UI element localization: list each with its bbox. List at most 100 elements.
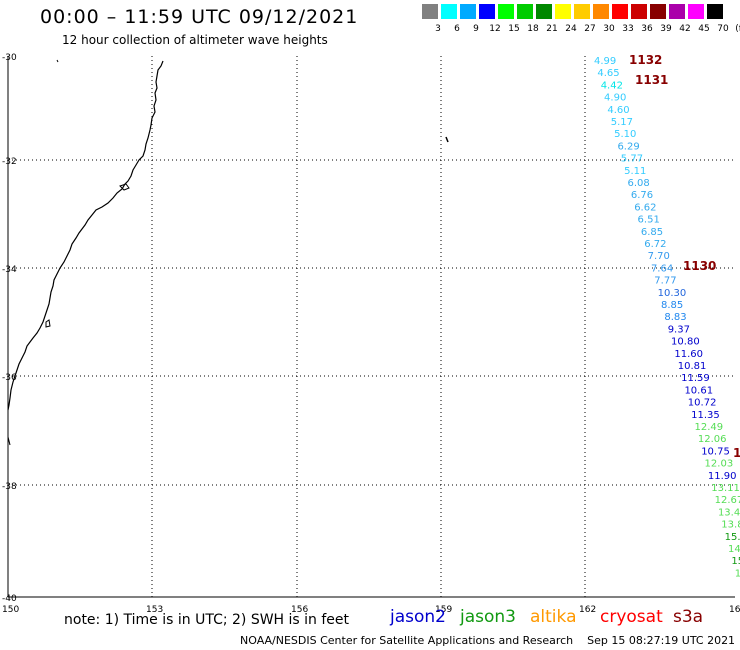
credit-org: NOAA/NESDIS Center for Satellite Applica…: [240, 634, 574, 647]
color-scale-swatch: [555, 4, 571, 19]
wave-height-value: 11.90: [708, 471, 737, 482]
latitude-label: -36: [2, 373, 17, 383]
color-scale-label: 21: [546, 24, 558, 34]
color-scale-label: 15: [508, 24, 520, 34]
satellite-legend-cryosat: cryosat: [600, 607, 663, 627]
wave-height-value: 8.85: [661, 300, 683, 311]
color-scale-swatch: [688, 4, 704, 19]
credit-timestamp: Sep 15 08:27:19 UTC 2021: [587, 634, 736, 647]
wave-height-value: 5.77: [621, 154, 643, 165]
wave-height-value: 5.17: [611, 117, 633, 128]
color-scale-swatch: [479, 4, 495, 19]
wave-height-value: 6.72: [644, 239, 666, 250]
longitude-label: 162: [579, 605, 596, 615]
color-scale-label: 3: [435, 24, 441, 34]
wave-height-value: 12.67: [715, 495, 740, 506]
longitude-label: 159: [435, 605, 452, 615]
pass-time-label: 1131: [635, 73, 668, 87]
island-mark: [445, 136, 449, 143]
wave-height-value: 6.51: [638, 215, 660, 226]
color-scale-swatch: [612, 4, 628, 19]
color-scale-label: 6: [454, 24, 460, 34]
wave-height-value: 10.61: [684, 385, 713, 396]
color-scale-swatch: [498, 4, 514, 19]
wave-height-value: 8.83: [664, 312, 686, 323]
latitude-label: -40: [2, 594, 17, 604]
wave-height-value: 6.76: [631, 190, 653, 201]
wave-height-value: 10.80: [671, 337, 700, 348]
wave-height-value: 4.42: [601, 80, 623, 91]
wave-height-value: 14: [735, 568, 740, 579]
satellite-legend-s3a: s3a: [673, 607, 704, 627]
wave-height-value: 13.48: [718, 507, 740, 518]
wave-height-value: 11.59: [681, 373, 710, 384]
pass-time-label: 1130: [683, 259, 716, 273]
color-scale-label: 39: [660, 24, 672, 34]
wave-height-value: 6.08: [628, 178, 650, 189]
wave-height-value: 12.06: [698, 434, 727, 445]
latitude-label: -30: [2, 53, 17, 63]
wave-height-value: 15.2: [725, 532, 740, 543]
latitude-label: -38: [2, 482, 17, 492]
color-scale-label: 27: [584, 24, 596, 34]
color-scale-swatch: [441, 4, 457, 19]
longitude-label: 150: [2, 605, 19, 615]
wave-height-value: 10.75: [701, 446, 730, 457]
wave-height-value: 15: [731, 556, 740, 567]
color-scale-swatch: [460, 4, 476, 19]
page-subtitle: 12 hour collection of altimeter wave hei…: [62, 33, 328, 47]
longitude-label: 153: [146, 605, 163, 615]
pass-time-label: 1132: [629, 53, 662, 67]
color-scale-swatch: [574, 4, 590, 19]
color-scale-swatch: [593, 4, 609, 19]
wave-height-value: 7.64: [651, 263, 673, 274]
satellite-legend-altika: altika: [530, 607, 577, 627]
wave-height-value: 13.11: [711, 483, 740, 494]
color-scale-swatch: [707, 4, 723, 19]
color-scale-swatch: [650, 4, 666, 19]
wave-height-readings: 4.994.654.42 4.904.605.175.106.29 5.775.11…: [594, 53, 740, 579]
color-scale-swatch: [422, 4, 438, 19]
wave-height-value: 4.90: [604, 93, 626, 104]
color-scale-label: 45: [698, 24, 710, 34]
wave-height-value: 4.99: [594, 56, 616, 67]
coastline-fragment: [7, 436, 11, 446]
wave-height-value: 7.77: [654, 276, 676, 287]
pass-time-label: 1: [733, 446, 740, 460]
color-scale-label: 18: [527, 24, 539, 34]
wave-height-value: 10.72: [688, 398, 717, 409]
wave-height-value: 12.49: [695, 422, 724, 433]
coastline: [7, 60, 164, 411]
longitude-label: 165: [729, 605, 740, 615]
wave-height-value: 11.35: [691, 410, 720, 421]
wave-height-value: 7.70: [648, 251, 670, 262]
color-scale-label: 30: [603, 24, 615, 34]
color-scale-swatch: [536, 4, 552, 19]
wave-height-value: 13.84: [721, 520, 740, 531]
color-scale-label: 70: [717, 24, 729, 34]
credit-line: NOAA/NESDIS Center for Satellite Applica…: [240, 634, 735, 647]
latitude-label: -32: [2, 157, 17, 167]
wave-height-value: 10.81: [678, 361, 707, 372]
satellite-legend-jason2: jason2: [390, 607, 446, 627]
wave-height-value: 5.10: [614, 129, 636, 140]
color-scale-label: (ft): [735, 24, 740, 34]
latitude-label: -34: [2, 265, 17, 275]
wave-height-value: 6.29: [617, 141, 639, 152]
wave-height-value: 11.60: [674, 349, 703, 360]
wave-height-value: 9.37: [668, 324, 690, 335]
color-scale-label: 24: [565, 24, 577, 34]
longitude-label: 156: [291, 605, 308, 615]
coastline-islet: [119, 183, 130, 191]
map-tick: [56, 59, 59, 63]
satellite-legend-jason3: jason3: [460, 607, 516, 627]
color-scale-swatch: [517, 4, 533, 19]
footer-note: note: 1) Time is in UTC; 2) SWH is in fe…: [64, 612, 350, 628]
wave-height-value: 14.: [728, 544, 740, 555]
color-scale-label: 36: [641, 24, 653, 34]
wave-height-value: 6.85: [641, 227, 663, 238]
color-scale-label: 9: [473, 24, 479, 34]
color-scale-label: 33: [622, 24, 634, 34]
